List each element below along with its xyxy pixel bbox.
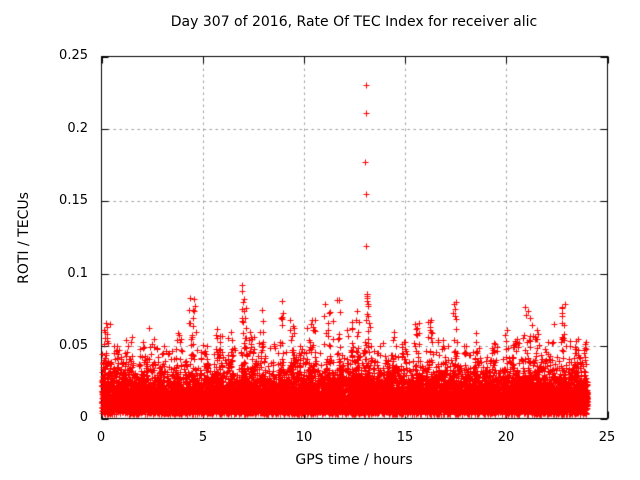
x-tick-15: 15 — [396, 430, 414, 445]
y-tick-0.2: 0.2 — [67, 121, 88, 136]
x-tick-0: 0 — [96, 430, 106, 445]
chart-title: Day 307 of 2016, Rate Of TEC Index for r… — [170, 14, 538, 30]
y-tick-0.1: 0.1 — [67, 266, 88, 281]
x-tick-25: 25 — [598, 430, 616, 445]
y-tick-0: 0 — [79, 410, 88, 425]
x-axis-label: GPS time / hours — [295, 452, 413, 468]
x-tick-20: 20 — [497, 430, 515, 445]
y-tick-0.05: 0.05 — [59, 338, 88, 353]
x-tick-10: 10 — [295, 430, 313, 445]
y-tick-0.25: 0.25 — [59, 48, 88, 63]
y-tick-0.15: 0.15 — [59, 193, 88, 208]
x-tick-5: 5 — [198, 430, 208, 445]
